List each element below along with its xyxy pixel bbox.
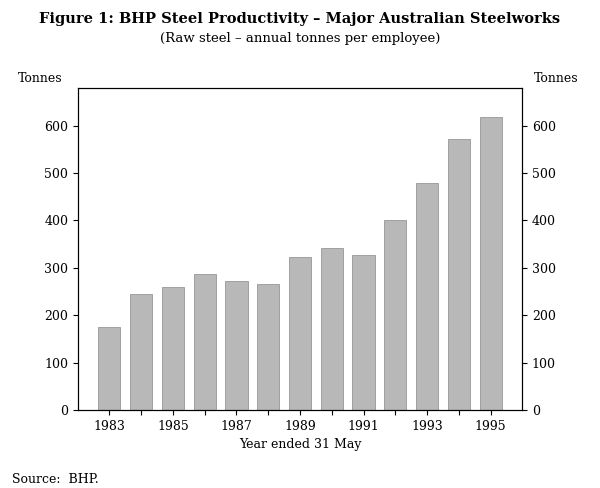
Text: Source:  BHP.: Source: BHP. (12, 472, 98, 486)
Bar (448, 139, 470, 410)
X-axis label: Year ended 31 May: Year ended 31 May (239, 438, 361, 451)
Bar (352, 255, 374, 410)
Bar (384, 221, 406, 410)
Text: Figure 1: BHP Steel Productivity – Major Australian Steelworks: Figure 1: BHP Steel Productivity – Major… (40, 12, 560, 26)
Bar (194, 274, 216, 410)
Bar (130, 294, 152, 410)
Bar (98, 327, 121, 410)
Bar (257, 285, 280, 410)
Bar (479, 117, 502, 410)
Bar (320, 248, 343, 410)
Bar (289, 257, 311, 410)
Bar (226, 281, 248, 410)
Bar (162, 287, 184, 410)
Text: (Raw steel – annual tonnes per employee): (Raw steel – annual tonnes per employee) (160, 32, 440, 45)
Text: Tonnes: Tonnes (18, 72, 62, 85)
Bar (416, 183, 438, 410)
Text: Tonnes: Tonnes (534, 72, 578, 85)
